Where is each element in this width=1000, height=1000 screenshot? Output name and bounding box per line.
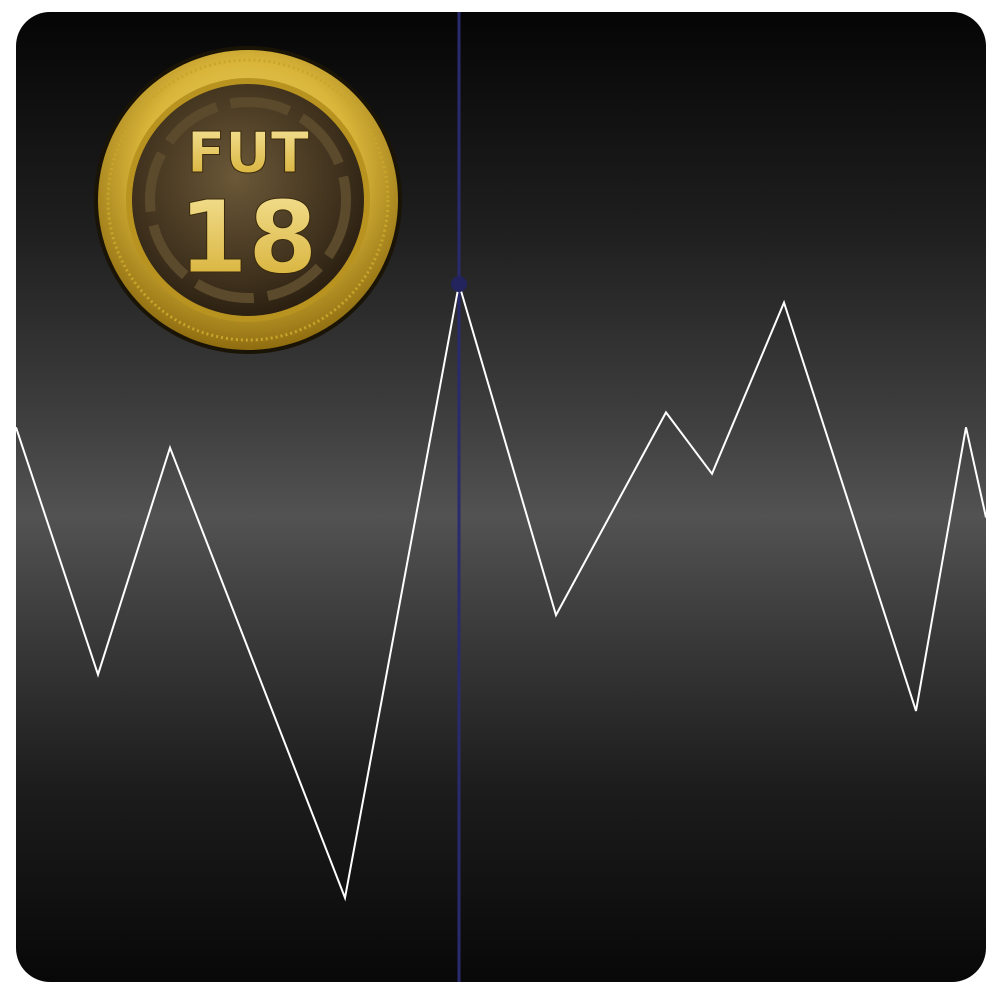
price-chart-card: FUT 18 bbox=[16, 12, 986, 982]
price-line bbox=[16, 283, 986, 902]
fut-coin-logo: FUT 18 bbox=[92, 44, 404, 356]
hover-cursor-dot[interactable] bbox=[451, 276, 467, 293]
coin-fut-text: FUT bbox=[187, 121, 309, 186]
price-line-graph bbox=[16, 12, 986, 982]
coin-year-text: 18 bbox=[178, 179, 317, 296]
fut-coin-icon: FUT 18 bbox=[94, 46, 402, 354]
